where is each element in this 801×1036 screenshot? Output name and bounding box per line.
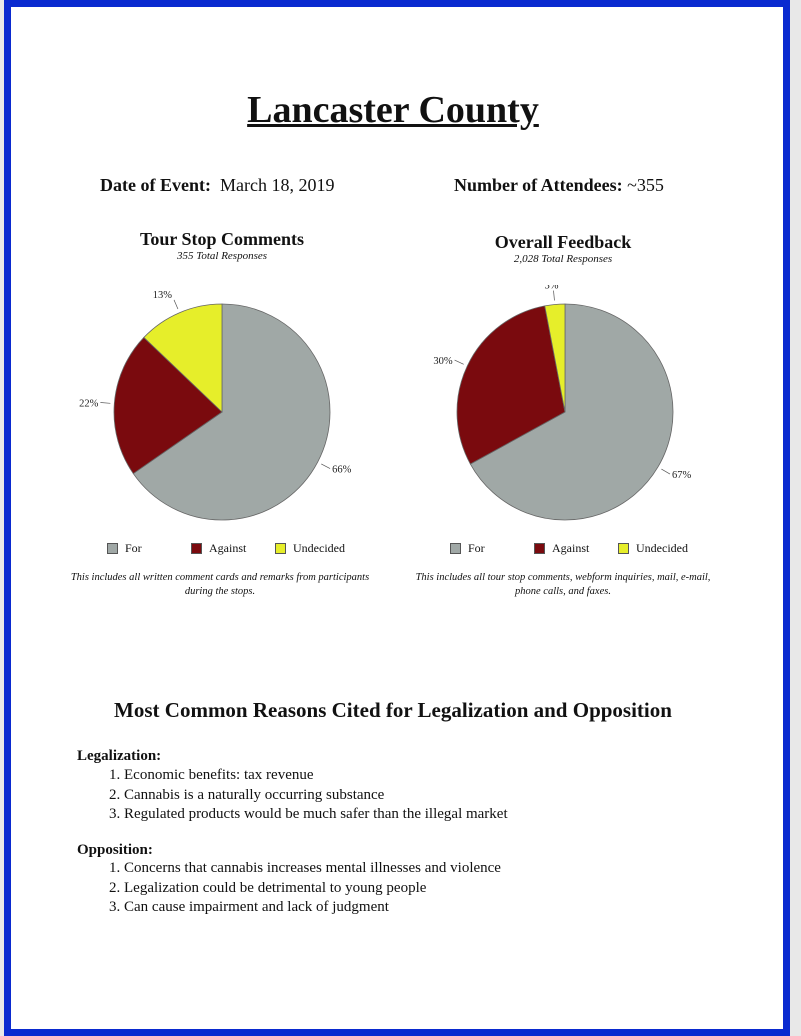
date-label: Date of Event: xyxy=(100,175,211,195)
chart2-subtitle: 2,028 Total Responses xyxy=(513,253,613,265)
legend-swatch xyxy=(618,543,629,554)
label-leader-line xyxy=(661,468,671,475)
list-item: Regulated products would be much safer t… xyxy=(124,805,508,825)
label-leader-line xyxy=(173,299,179,310)
pie-data-label: 66% xyxy=(332,465,352,476)
pie-slice-against xyxy=(113,336,223,475)
legend-label: Against xyxy=(552,541,590,555)
pie-data-label: 30% xyxy=(433,356,453,367)
pie-slice-undecided xyxy=(143,303,223,413)
legend-label: Undecided xyxy=(293,541,345,555)
list-item: Concerns that cannabis increases mental … xyxy=(124,859,501,879)
legend-item-undecided: Undecided xyxy=(618,541,702,556)
label-leader-line xyxy=(321,463,331,469)
legend-label: Undecided xyxy=(636,541,688,555)
chart2-title: Overall Feedback xyxy=(494,232,632,252)
attendees-label: Number of Attendees: xyxy=(454,175,623,195)
chart2-pie: 67% 30% 3% xyxy=(433,285,692,521)
legend-item-for: For xyxy=(107,541,191,556)
chart1-note: This includes all written comment cards … xyxy=(70,572,370,597)
opposition-heading: Opposition: xyxy=(77,842,153,858)
legend-swatch xyxy=(191,543,202,554)
chart1-subtitle: 355 Total Responses xyxy=(176,250,268,262)
legend-swatch xyxy=(534,543,545,554)
legalization-heading: Legalization: xyxy=(77,748,162,764)
page-frame xyxy=(4,0,790,1036)
chart2-note: This includes all tour stop comments, we… xyxy=(415,572,711,597)
legend-label: For xyxy=(125,541,142,555)
list-item: Cannabis is a naturally occurring substa… xyxy=(124,786,508,806)
legend-swatch xyxy=(450,543,461,554)
page-title: Lancaster County xyxy=(247,89,539,131)
pie-data-label: 22% xyxy=(79,399,99,410)
attendees-value: ~355 xyxy=(627,175,664,195)
legend-item-undecided: Undecided xyxy=(275,541,359,556)
list-item: Economic benefits: tax revenue xyxy=(124,766,508,786)
legalization-list: Economic benefits: tax revenue Cannabis … xyxy=(102,766,508,825)
chart1-legend: For Against Undecided xyxy=(107,541,359,556)
pie-slice-for xyxy=(469,303,674,521)
legend-label: For xyxy=(468,541,485,555)
chart1-title: Tour Stop Comments xyxy=(139,229,305,249)
reasons-title: Most Common Reasons Cited for Legalizati… xyxy=(114,698,672,722)
date-value: March 18, 2019 xyxy=(219,175,335,195)
legend-item-against: Against xyxy=(534,541,618,556)
list-item: Legalization could be detrimental to you… xyxy=(124,879,501,899)
legend-item-for: For xyxy=(450,541,534,556)
pie-slice-for xyxy=(132,303,331,521)
chart1-pie: 66% 22% 13% xyxy=(79,290,352,521)
legend-swatch xyxy=(275,543,286,554)
event-date: Date of Event: March 18, 2019 xyxy=(100,175,334,196)
legend-label: Against xyxy=(209,541,247,555)
chart2-legend: For Against Undecided xyxy=(450,541,702,556)
label-leader-line xyxy=(100,402,111,404)
legend-item-against: Against xyxy=(191,541,275,556)
list-item: Can cause impairment and lack of judgmen… xyxy=(124,898,501,918)
pie-data-label: 3% xyxy=(545,285,559,292)
pie-slice-undecided xyxy=(544,303,566,413)
pie-data-label: 67% xyxy=(672,470,692,481)
pie-slice-against xyxy=(456,305,566,465)
opposition-list: Concerns that cannabis increases mental … xyxy=(102,859,501,918)
legend-swatch xyxy=(107,543,118,554)
pie-data-label: 13% xyxy=(153,290,173,301)
label-leader-line xyxy=(454,359,464,365)
attendees: Number of Attendees: ~355 xyxy=(454,175,664,196)
label-leader-line xyxy=(553,290,555,301)
